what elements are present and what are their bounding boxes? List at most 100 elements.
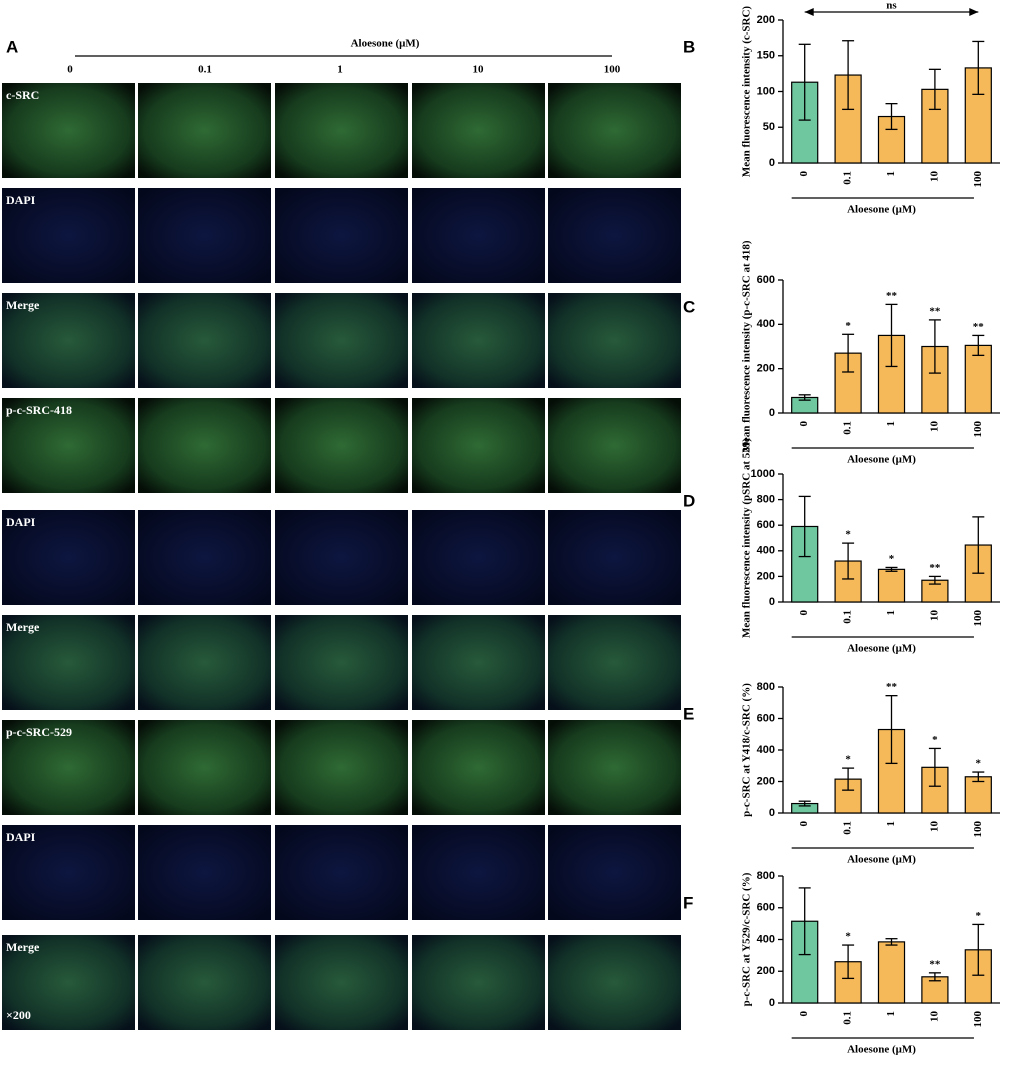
x-tick-label: 10 xyxy=(928,1011,940,1023)
micrograph xyxy=(138,935,271,1030)
y-tick-label: 150 xyxy=(757,50,775,62)
y-tick-label: 1000 xyxy=(751,468,775,480)
micrograph xyxy=(138,615,271,710)
micrograph xyxy=(2,935,135,1030)
bar xyxy=(921,976,949,1004)
row-label: DAPI xyxy=(6,193,36,207)
row-label: Merge xyxy=(6,298,40,312)
significance: * xyxy=(976,910,982,922)
bar xyxy=(964,344,992,414)
x-tick-label: 1 xyxy=(885,821,897,827)
micrograph xyxy=(548,935,681,1030)
x-tick-label: 0.1 xyxy=(842,821,854,835)
axis-label: Aloesone (μM) xyxy=(351,38,420,50)
micrograph xyxy=(412,825,545,920)
micrograph xyxy=(275,825,408,920)
micrograph xyxy=(138,720,271,815)
micrograph xyxy=(548,615,681,710)
micrograph xyxy=(548,825,681,920)
x-tick-label: 0 xyxy=(798,1011,810,1017)
x-tick-label: 0.1 xyxy=(842,610,854,624)
y-tick-label: 200 xyxy=(757,570,775,582)
x-axis-label: Aloesone (μM) xyxy=(847,643,916,655)
x-tick-label: 100 xyxy=(972,610,984,627)
y-axis-label: Mean fluorescence intensity (c-SRC) xyxy=(741,6,753,178)
x-tick-label: 1 xyxy=(885,421,897,427)
micrograph xyxy=(412,720,545,815)
micrograph xyxy=(2,398,135,493)
micrograph xyxy=(275,615,408,710)
y-tick-label: 100 xyxy=(757,85,775,97)
micrograph xyxy=(412,398,545,493)
x-axis-label: Aloesone (μM) xyxy=(847,204,916,216)
micrograph xyxy=(548,188,681,283)
x-tick-label: 10 xyxy=(928,421,940,433)
row-label: DAPI xyxy=(6,830,36,844)
bar xyxy=(877,941,906,1004)
y-tick-label: 600 xyxy=(757,902,775,914)
micrograph xyxy=(412,510,545,605)
micrograph xyxy=(548,83,681,178)
x-tick-label: 1 xyxy=(885,610,897,616)
micrograph xyxy=(2,825,135,920)
micrograph xyxy=(2,615,135,710)
row-label: Merge xyxy=(6,620,40,634)
y-tick-label: 600 xyxy=(757,519,775,531)
column-label: 100 xyxy=(604,64,621,76)
y-tick-label: 200 xyxy=(757,14,775,26)
column-label: 0 xyxy=(67,64,73,76)
y-tick-label: 200 xyxy=(757,775,775,787)
micrograph xyxy=(548,398,681,493)
panel-label: D xyxy=(683,491,695,510)
row-label: c-SRC xyxy=(6,88,39,102)
micrograph xyxy=(548,510,681,605)
x-tick-label: 10 xyxy=(928,821,940,833)
significance: * xyxy=(845,754,851,766)
x-axis-label: Aloesone (μM) xyxy=(847,854,916,866)
significance: ** xyxy=(929,562,941,574)
micrograph xyxy=(2,510,135,605)
micrograph xyxy=(2,83,135,178)
y-tick-label: 800 xyxy=(757,681,775,693)
y-axis-label: p-c-SRC at Y418/c-SRC (%) xyxy=(741,683,753,817)
micrograph xyxy=(275,293,408,388)
panel-label: B xyxy=(683,37,695,56)
y-tick-label: 0 xyxy=(769,596,775,608)
micrograph xyxy=(275,720,408,815)
x-tick-label: 1 xyxy=(885,1011,897,1017)
row-label: DAPI xyxy=(6,515,36,529)
micrograph xyxy=(138,293,271,388)
y-tick-label: 200 xyxy=(757,363,775,375)
panel-label: C xyxy=(683,297,695,316)
column-label: 1 xyxy=(337,64,343,76)
annotation: ns xyxy=(886,0,897,12)
x-tick-label: 0 xyxy=(798,421,810,427)
micrograph xyxy=(2,293,135,388)
x-tick-label: 0 xyxy=(798,171,810,177)
micrograph xyxy=(138,825,271,920)
x-tick-label: 1 xyxy=(885,171,897,177)
micrograph xyxy=(138,188,271,283)
panel-label: E xyxy=(683,704,694,723)
panel-label: F xyxy=(683,893,693,912)
significance: * xyxy=(845,931,851,943)
y-tick-label: 600 xyxy=(757,274,775,286)
y-axis-label: Mean fluorescence intensity (pSRC at 529… xyxy=(741,438,753,638)
micrograph xyxy=(2,188,135,283)
x-tick-label: 100 xyxy=(972,1011,984,1028)
y-tick-label: 800 xyxy=(757,494,775,506)
y-tick-label: 400 xyxy=(757,933,775,945)
x-tick-label: 100 xyxy=(972,421,984,438)
x-tick-label: 10 xyxy=(928,610,940,622)
column-label: 0.1 xyxy=(198,64,212,76)
x-tick-label: 0.1 xyxy=(842,171,854,185)
micrograph xyxy=(548,293,681,388)
micrograph xyxy=(275,83,408,178)
significance: * xyxy=(845,320,851,332)
micrograph xyxy=(275,510,408,605)
micrograph xyxy=(412,615,545,710)
significance: ** xyxy=(929,305,941,317)
y-tick-label: 0 xyxy=(769,997,775,1009)
x-axis-label: Aloesone (μM) xyxy=(847,1044,916,1056)
x-tick-label: 100 xyxy=(972,821,984,838)
